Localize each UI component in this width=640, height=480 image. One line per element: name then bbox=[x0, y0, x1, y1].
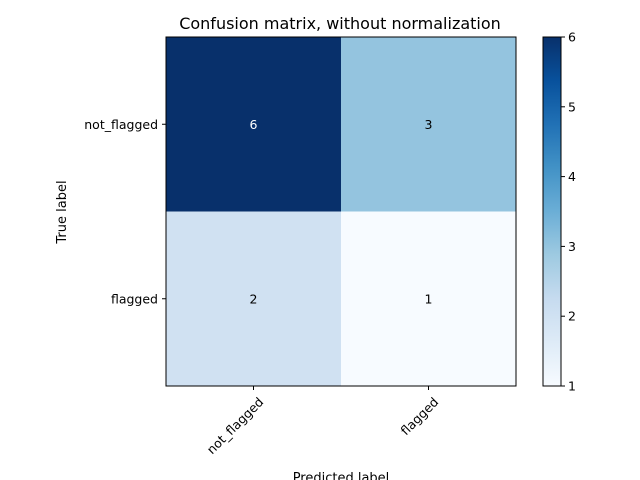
y-axis-label: True label bbox=[55, 180, 70, 244]
x-axis-label: Predicted label bbox=[293, 471, 390, 480]
cell-value-label: 2 bbox=[250, 291, 258, 306]
cell-value-labels: 6 3 2 1 bbox=[250, 117, 433, 307]
heatmap-cell bbox=[341, 211, 516, 386]
heatmap-cell bbox=[341, 37, 516, 212]
y-tick-label: not_flagged bbox=[84, 117, 158, 132]
cell-value-label: 3 bbox=[425, 117, 433, 132]
chart-title: Confusion matrix, without normalization bbox=[179, 14, 501, 33]
cell-value-label: 1 bbox=[425, 291, 433, 306]
cell-value-label: 6 bbox=[250, 117, 258, 132]
colorbar-tick-label: 3 bbox=[568, 239, 576, 254]
colorbar-tick-label: 2 bbox=[568, 309, 576, 324]
heatmap-cells bbox=[166, 37, 516, 386]
x-tick-label: not_flagged bbox=[204, 394, 267, 457]
x-axis-ticks: not_flagged flagged bbox=[204, 386, 442, 457]
heatmap-cell bbox=[166, 211, 341, 386]
colorbar-tick-label: 6 bbox=[568, 30, 576, 45]
heatmap-cell bbox=[166, 37, 341, 212]
colorbar-tick-label: 1 bbox=[568, 379, 576, 394]
colorbar bbox=[542, 36, 562, 387]
x-tick-label: flagged bbox=[398, 394, 442, 438]
colorbar-tick-label: 4 bbox=[568, 169, 576, 184]
plot-frame bbox=[165, 36, 517, 387]
colorbar-tick-label: 5 bbox=[568, 99, 576, 114]
y-tick-label: flagged bbox=[111, 291, 158, 306]
colorbar-ticks: 1 2 3 4 5 6 bbox=[561, 30, 576, 394]
